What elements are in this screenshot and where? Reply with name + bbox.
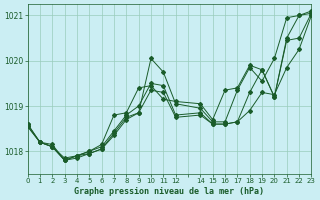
X-axis label: Graphe pression niveau de la mer (hPa): Graphe pression niveau de la mer (hPa) [75, 187, 265, 196]
